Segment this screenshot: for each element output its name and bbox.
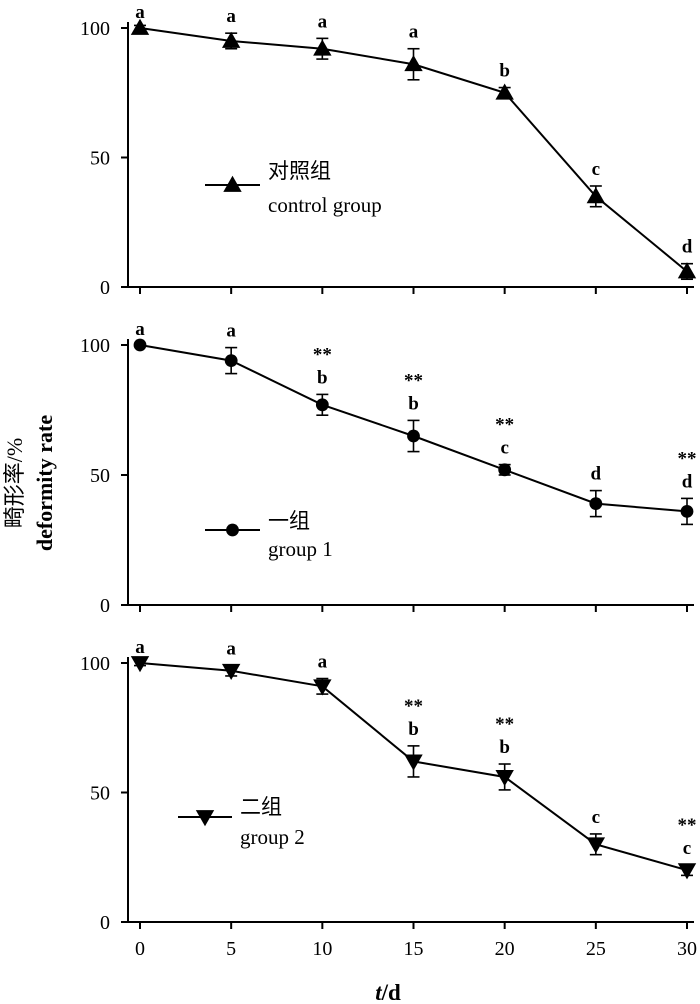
data-point-marker xyxy=(313,679,332,696)
legend-label-zh: 二组 xyxy=(240,795,282,819)
x-tick-label: 15 xyxy=(404,938,424,960)
x-tick-label: 20 xyxy=(495,938,515,960)
significance-letter: d xyxy=(682,471,693,492)
significance-stars: ** xyxy=(404,370,423,391)
legend-label-zh: 一组 xyxy=(268,509,310,533)
significance-letter: c xyxy=(500,438,508,459)
data-point-marker xyxy=(313,39,332,56)
y-axis-label-en: deformity rate xyxy=(32,415,57,551)
significance-letter: a xyxy=(135,319,145,340)
x-axis-label-symbol: t xyxy=(375,980,382,1004)
y-tick-label: 100 xyxy=(80,335,110,357)
y-tick-label: 50 xyxy=(90,465,110,487)
legend-label-en: group 2 xyxy=(240,825,305,849)
legend-label-en: group 1 xyxy=(268,537,333,561)
chart-panel-1: 0 50 100 a a a a b c d 对照组 control group xyxy=(80,2,697,299)
significance-letter: a xyxy=(409,22,419,43)
data-point-marker xyxy=(130,18,150,35)
x-tick-label: 0 xyxy=(135,938,145,960)
significance-letter: b xyxy=(499,737,510,758)
significance-stars: ** xyxy=(495,415,514,436)
significance-stars: ** xyxy=(678,448,697,469)
significance-letter: c xyxy=(592,159,600,180)
significance-stars: ** xyxy=(678,815,697,836)
legend-label-zh: 对照组 xyxy=(268,159,331,183)
significance-letter: d xyxy=(682,237,693,258)
x-tick-label: 30 xyxy=(677,938,697,960)
data-point-marker xyxy=(404,754,423,771)
significance-letter: d xyxy=(591,464,602,485)
y-tick-label: 100 xyxy=(80,653,110,675)
significance-letter: b xyxy=(499,61,510,82)
data-point-marker xyxy=(498,463,512,477)
significance-letter: a xyxy=(318,11,328,32)
data-point-marker xyxy=(586,837,606,854)
data-point-marker xyxy=(677,863,697,880)
data-point-marker xyxy=(224,354,238,367)
y-axis-label-zh: 畸形率/% xyxy=(2,438,27,528)
significance-stars: ** xyxy=(313,344,332,365)
significance-letter: a xyxy=(226,639,236,660)
data-point-marker xyxy=(680,505,694,518)
significance-letter: a xyxy=(135,2,145,23)
data-point-marker xyxy=(589,497,603,510)
y-tick-label: 50 xyxy=(90,148,110,170)
data-point-marker xyxy=(130,656,150,673)
legend-marker xyxy=(195,810,215,827)
significance-letter: a xyxy=(135,637,145,658)
data-point-marker xyxy=(495,83,514,100)
significance-letter: a xyxy=(226,6,236,27)
significance-letter: a xyxy=(318,652,328,673)
data-point-marker xyxy=(407,429,420,443)
x-tick-label: 10 xyxy=(312,938,332,960)
y-tick-label: 50 xyxy=(90,783,110,805)
y-tick-label: 100 xyxy=(80,18,110,40)
significance-stars: ** xyxy=(495,714,514,735)
y-tick-label: 0 xyxy=(100,912,110,934)
significance-stars: ** xyxy=(404,696,423,717)
significance-letter: a xyxy=(226,321,236,342)
x-axis-label: t/d xyxy=(375,980,401,1004)
legend-label-en: control group xyxy=(268,193,382,217)
significance-letter: b xyxy=(317,367,328,388)
data-point-marker xyxy=(495,770,514,787)
data-point-marker xyxy=(404,55,423,72)
x-axis-label-unit: /d xyxy=(381,980,401,1004)
significance-letter: b xyxy=(408,719,419,740)
y-tick-label: 0 xyxy=(100,595,110,617)
data-point-marker xyxy=(221,31,241,48)
data-point-marker xyxy=(586,187,606,204)
y-tick-label: 0 xyxy=(100,277,110,299)
x-tick-label: 25 xyxy=(586,938,606,960)
x-tick-label: 5 xyxy=(226,938,236,960)
data-point-marker xyxy=(133,338,147,352)
significance-letter: b xyxy=(408,393,419,414)
significance-letter: c xyxy=(683,838,691,859)
data-point-marker xyxy=(221,663,241,680)
significance-letter: c xyxy=(592,807,600,828)
data-point-marker xyxy=(677,262,697,279)
data-point-marker xyxy=(315,398,329,412)
legend-marker xyxy=(223,175,242,192)
legend-marker xyxy=(226,523,239,537)
